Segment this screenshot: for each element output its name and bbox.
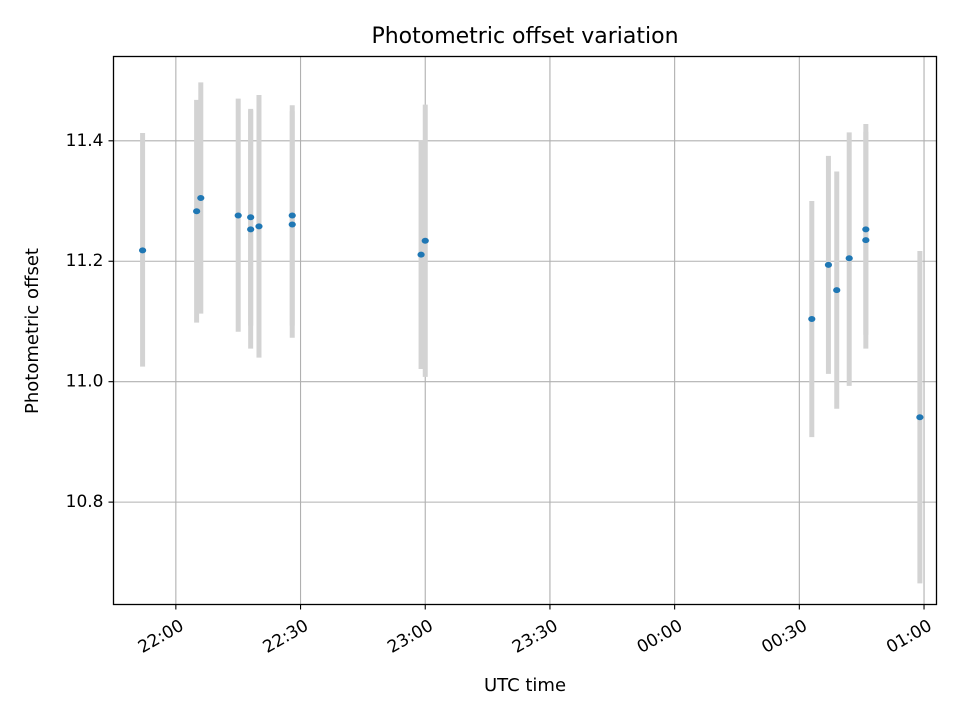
- data-point: [197, 195, 205, 202]
- y-tick-label: 11.2: [66, 251, 104, 271]
- data-point: [421, 237, 429, 244]
- data-point: [288, 221, 296, 228]
- data-point: [862, 237, 870, 244]
- y-axis-ticks: 10.8 11.0 11.2 11.4: [66, 131, 114, 512]
- data-point: [234, 212, 242, 219]
- data-points: [138, 195, 924, 421]
- data-point: [824, 261, 833, 268]
- y-axis-label: Photometric offset: [22, 248, 43, 414]
- data-point: [833, 287, 841, 294]
- y-tick-label: 10.8: [66, 492, 104, 512]
- data-point: [255, 223, 263, 230]
- data-point: [916, 414, 924, 421]
- data-point: [247, 226, 255, 233]
- x-axis-label: UTC time: [484, 675, 566, 696]
- data-point: [193, 208, 201, 215]
- data-point: [808, 316, 816, 323]
- data-point: [845, 255, 853, 262]
- y-tick-label: 11.4: [66, 131, 104, 151]
- y-tick-label: 11.0: [66, 372, 104, 392]
- data-point: [288, 212, 296, 219]
- data-point: [862, 226, 870, 233]
- data-point: [247, 214, 255, 221]
- data-point: [138, 247, 147, 254]
- data-point: [417, 251, 425, 258]
- chart-title: Photometric offset variation: [371, 24, 678, 49]
- plot-frame: [112, 55, 938, 606]
